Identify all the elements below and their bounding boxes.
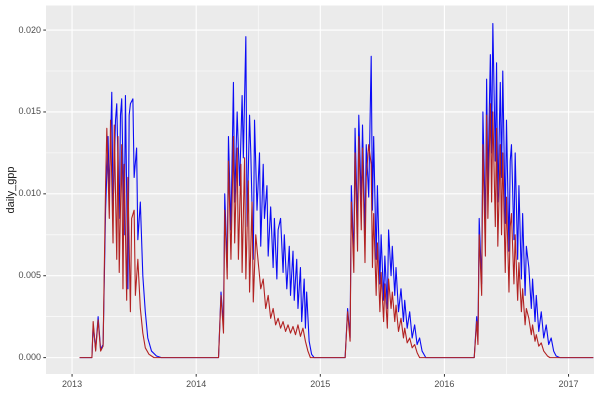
gpp-line-red-series	[79, 103, 594, 359]
y-tick-label: 0.015	[18, 106, 41, 117]
x-tick-label: 2014	[186, 379, 207, 389]
x-tick-label: 2015	[310, 379, 331, 389]
y-tick-label: 0.020	[18, 24, 41, 35]
y-tick-label: 0.000	[18, 352, 41, 363]
x-tick-label: 2013	[62, 379, 83, 389]
y-tick-label: 0.005	[18, 270, 41, 281]
y-tick-label: 0.010	[18, 188, 41, 199]
x-tick-label: 2017	[558, 379, 579, 389]
x-tick-label: 2016	[434, 379, 455, 389]
